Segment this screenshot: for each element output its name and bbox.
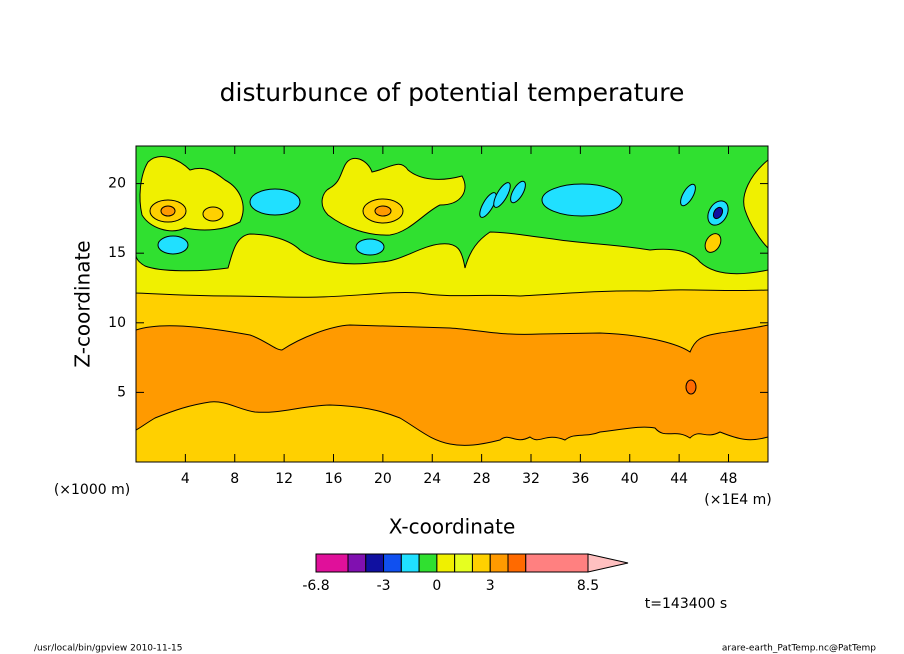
contour-field <box>136 146 768 462</box>
colorbar-label: 8.5 <box>577 578 599 594</box>
y-axis-title: Z-coordinate <box>71 240 95 367</box>
y-tick-label: 5 <box>117 384 126 400</box>
band-orange <box>136 324 768 446</box>
x-tick-label: 24 <box>423 471 441 487</box>
blob-orange <box>374 205 392 217</box>
x-tick-label: 40 <box>621 471 639 487</box>
colorbar-box <box>454 553 473 573</box>
colorbar-box <box>347 553 367 573</box>
x-tick-label: 20 <box>374 471 392 487</box>
x-tick-label: 36 <box>571 471 589 487</box>
colorbar-box <box>507 553 527 573</box>
x-tick-label: 4 <box>181 471 190 487</box>
colorbar-box <box>489 553 509 573</box>
colorbar-box <box>436 553 456 573</box>
x-tick-label: 16 <box>325 471 343 487</box>
colorbar-box <box>383 553 402 573</box>
time-label: t=143400 s <box>645 596 727 612</box>
blob-cyan <box>157 235 189 255</box>
blob-cyan <box>355 238 385 256</box>
blob-cyan <box>249 188 301 216</box>
x-tick-label: 28 <box>473 471 491 487</box>
blob-gold <box>704 233 722 253</box>
y-unit: (×1000 m) <box>54 482 130 498</box>
x-unit: (×1E4 m) <box>704 492 771 508</box>
chart-title: disturbunce of potential temperature <box>220 78 685 107</box>
y-tick-label: 10 <box>108 315 126 331</box>
x-tick-label: 8 <box>230 471 239 487</box>
colorbar-box <box>365 553 385 573</box>
blob-yellow <box>321 157 466 236</box>
colorbar-box <box>471 553 491 573</box>
blob-cyan <box>493 182 511 208</box>
colorbar-label: -3 <box>377 578 391 594</box>
blob-cyan <box>479 192 497 218</box>
blob-gold <box>202 206 224 222</box>
y-tick-label: 20 <box>108 176 126 192</box>
colorbar-label: -6.8 <box>302 578 329 594</box>
colorbar-label: 3 <box>486 578 495 594</box>
blob-cyan <box>680 183 696 207</box>
blob-blue <box>712 206 724 220</box>
colorbar-label: 0 <box>432 578 441 594</box>
colorbar-box <box>315 553 349 573</box>
blob-red <box>685 379 697 395</box>
x-tick-label: 48 <box>720 471 738 487</box>
x-tick-label: 44 <box>670 471 688 487</box>
plot-frame <box>135 145 769 463</box>
colorbar-extend <box>587 553 629 573</box>
blob-cyan <box>541 183 623 217</box>
blob-yellow <box>743 159 768 249</box>
footer-right: arare-earth_PatTemp.nc@PatTemp <box>722 644 876 654</box>
x-tick-label: 12 <box>275 471 293 487</box>
y-tick-label: 15 <box>108 245 126 261</box>
x-tick-label: 32 <box>522 471 540 487</box>
colorbar-box <box>525 553 589 573</box>
footer-left: /usr/local/bin/gpview 2010-11-15 <box>34 644 182 654</box>
blob-cyan <box>510 180 526 204</box>
colorbar-box <box>400 553 420 573</box>
x-axis-title: X-coordinate <box>389 515 516 539</box>
blob-orange <box>160 205 176 217</box>
colorbar-box <box>418 553 438 573</box>
band-green <box>136 146 768 275</box>
